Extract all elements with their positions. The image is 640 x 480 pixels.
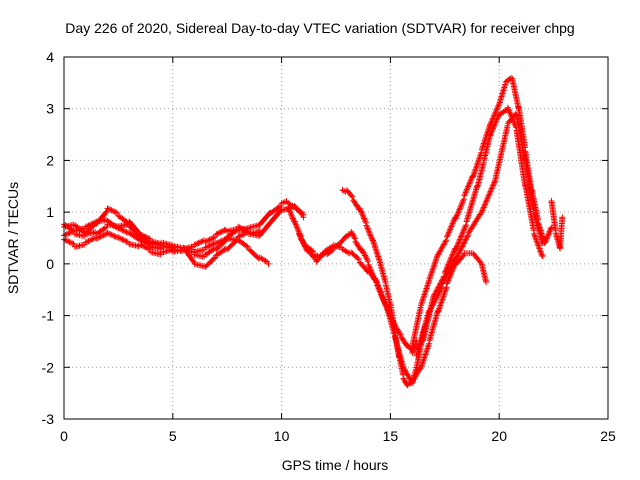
axis-ticks: 0 5 10 15 20 25 -3 -2 -1 0 1 2 3 4 (42, 49, 616, 444)
x-tick-label: 5 (169, 428, 177, 444)
series-track-5 (285, 204, 420, 356)
y-tick-label: -1 (42, 308, 55, 324)
series-track-7 (296, 230, 490, 386)
y-tick-label: 3 (46, 101, 54, 117)
x-axis-label: GPS time / hours (282, 457, 389, 473)
y-axis-label: SDTVAR / TECUs (5, 182, 21, 294)
x-tick-label: 25 (600, 428, 616, 444)
chart-title: Day 226 of 2020, Sidereal Day-to-day VTE… (65, 20, 574, 36)
y-tick-label: 0 (46, 256, 54, 272)
series-track-11 (548, 198, 566, 252)
y-tick-label: -3 (42, 411, 55, 427)
x-tick-label: 0 (60, 428, 68, 444)
y-tick-label: 1 (46, 204, 54, 220)
y-tick-label: -2 (42, 359, 55, 375)
x-tick-label: 15 (383, 428, 399, 444)
series-markers (296, 230, 490, 386)
x-tick-label: 10 (274, 428, 290, 444)
y-tick-label: 2 (46, 152, 54, 168)
series-track-10 (413, 111, 546, 359)
series-markers (285, 204, 420, 356)
series-markers (413, 111, 546, 359)
y-tick-label: 4 (46, 49, 54, 65)
series-markers (548, 198, 566, 252)
plot-frame (63, 56, 609, 420)
series-track-6 (339, 187, 429, 389)
series-markers (339, 187, 429, 389)
data-series (61, 75, 566, 389)
x-tick-label: 20 (491, 428, 507, 444)
